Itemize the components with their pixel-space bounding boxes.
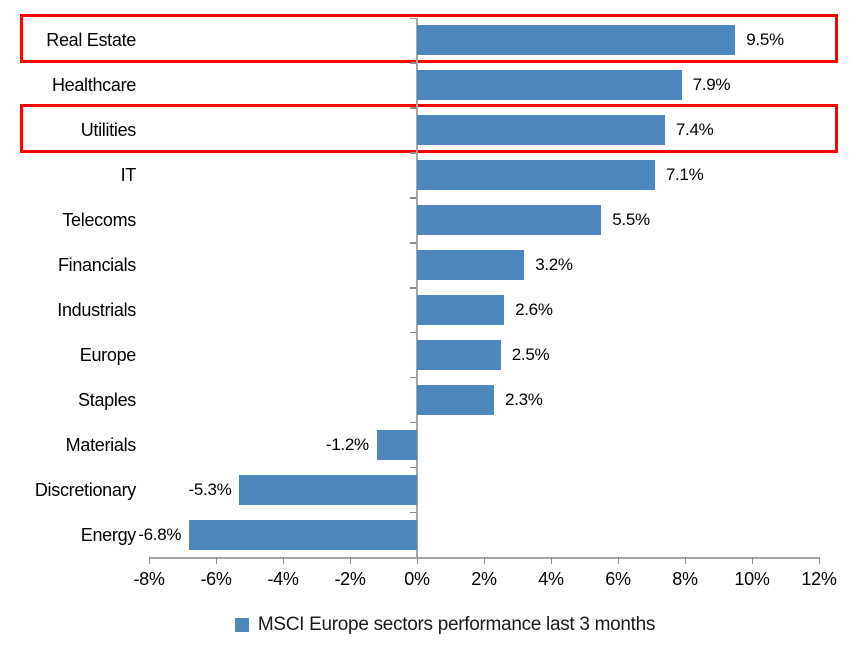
axis-tick-label: 0% bbox=[404, 569, 430, 589]
axis-tick bbox=[818, 557, 820, 564]
category-tick bbox=[410, 376, 416, 379]
axis-tick-label: -2% bbox=[334, 569, 366, 589]
axis-tick bbox=[483, 557, 485, 564]
category-axis-line bbox=[416, 18, 418, 557]
axis-tick-label: -8% bbox=[133, 569, 165, 589]
category-label: Telecoms bbox=[62, 210, 136, 231]
axis-tick bbox=[751, 557, 753, 564]
highlight-box bbox=[20, 14, 838, 63]
category-tick bbox=[410, 107, 416, 109]
bar-data-label: -5.3% bbox=[188, 479, 232, 499]
bar-data-label: -6.8% bbox=[138, 524, 182, 544]
axis-tick bbox=[684, 557, 686, 564]
legend-label: MSCI Europe sectors performance last 3 m… bbox=[257, 614, 656, 635]
category-tick bbox=[410, 152, 416, 154]
bar bbox=[417, 205, 602, 236]
bar bbox=[417, 160, 655, 191]
bar bbox=[189, 519, 417, 550]
category-label: Industrials bbox=[57, 299, 136, 320]
bar bbox=[417, 384, 495, 415]
bar bbox=[417, 250, 525, 281]
category-label: Utilities bbox=[80, 120, 137, 141]
axis-tick bbox=[550, 557, 552, 564]
highlight-box bbox=[20, 103, 838, 153]
category-tick bbox=[410, 197, 416, 199]
category-label: Staples bbox=[78, 389, 136, 410]
category-tick bbox=[410, 242, 416, 244]
category-label: Materials bbox=[65, 434, 137, 455]
axis-tick bbox=[215, 557, 217, 564]
category-label: Healthcare bbox=[51, 75, 136, 96]
category-tick bbox=[410, 62, 416, 64]
bar-data-label: 3.2% bbox=[535, 255, 573, 275]
bar-data-label: 2.3% bbox=[505, 389, 543, 409]
bar bbox=[376, 429, 417, 460]
axis-tick bbox=[416, 557, 418, 564]
category-tick bbox=[410, 421, 416, 424]
axis-tick-label: 4% bbox=[538, 569, 564, 589]
axis-tick-label: -4% bbox=[267, 569, 299, 589]
category-label: Discretionary bbox=[34, 479, 136, 500]
bar-data-label: 5.5% bbox=[612, 210, 650, 230]
bar bbox=[239, 474, 417, 505]
axis-tick-label: 2% bbox=[471, 569, 497, 589]
category-tick bbox=[410, 287, 416, 289]
bar-data-label: 7.4% bbox=[675, 120, 714, 140]
bar-data-label: -1.2% bbox=[325, 434, 369, 454]
axis-tick-label: 12% bbox=[801, 569, 837, 589]
axis-tick bbox=[617, 557, 619, 564]
category-tick bbox=[410, 17, 416, 19]
axis-tick-label: 8% bbox=[672, 569, 698, 589]
axis-tick bbox=[282, 557, 284, 564]
bar bbox=[417, 294, 505, 325]
category-tick bbox=[410, 511, 416, 514]
axis-tick-label: 6% bbox=[605, 569, 631, 589]
category-label: Real Estate bbox=[46, 30, 136, 51]
bar bbox=[417, 339, 501, 370]
bar-data-label: 2.6% bbox=[515, 299, 553, 319]
bar bbox=[417, 70, 682, 101]
category-label: Energy bbox=[80, 524, 137, 545]
legend-marker-icon bbox=[234, 618, 249, 632]
category-label: Financials bbox=[57, 255, 136, 276]
category-label: IT bbox=[120, 165, 137, 186]
bar bbox=[417, 25, 736, 56]
category-tick bbox=[410, 331, 416, 334]
bar-data-label: 9.5% bbox=[746, 30, 784, 50]
bar bbox=[417, 115, 665, 146]
axis-tick-label: 10% bbox=[734, 569, 770, 589]
category-tick bbox=[410, 466, 416, 469]
axis-tick bbox=[349, 557, 351, 564]
axis-tick-label: -6% bbox=[200, 569, 232, 589]
category-label: Europe bbox=[79, 344, 137, 365]
bar-data-label: 2.5% bbox=[511, 344, 550, 364]
axis-tick bbox=[148, 557, 150, 564]
legend: MSCI Europe sectors performance last 3 m… bbox=[0, 611, 852, 639]
bar-data-label: 7.1% bbox=[665, 165, 704, 185]
bar-data-label: 7.9% bbox=[692, 75, 731, 95]
